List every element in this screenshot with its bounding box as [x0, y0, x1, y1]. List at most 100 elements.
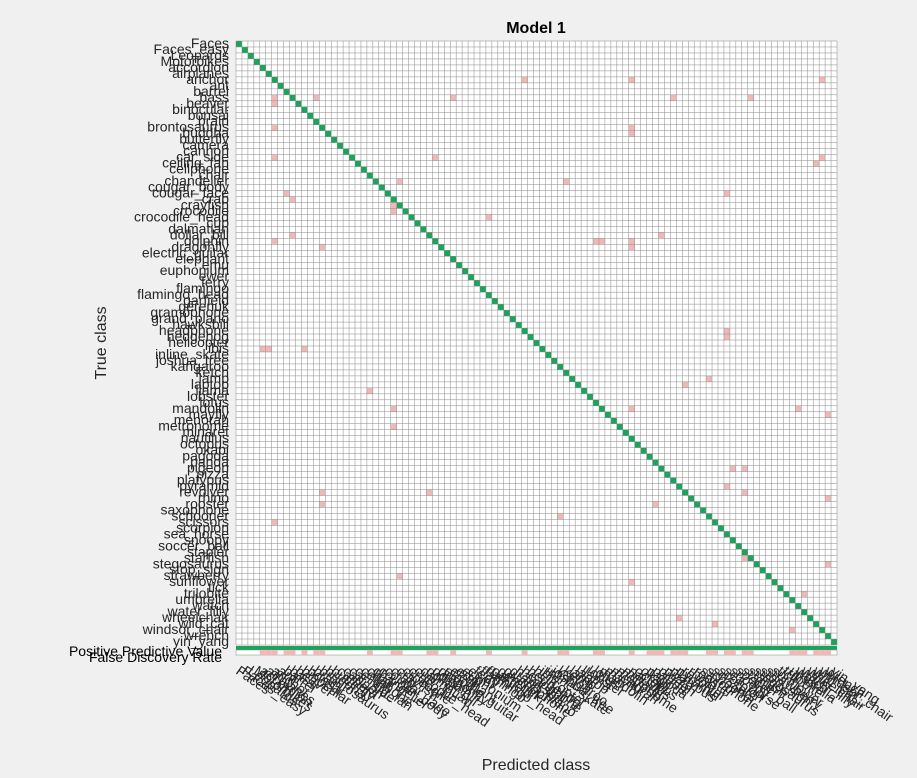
- row-label-minaret: minaret: [182, 424, 229, 440]
- chart-title: Model 1: [506, 20, 566, 37]
- diagonal-cell-binocular: [301, 106, 308, 113]
- row-label-mandolin: mandolin: [172, 400, 229, 416]
- diagonal-cell-chair: [366, 172, 373, 179]
- diagonal-cell-garfield: [491, 298, 498, 305]
- diagonal-cell-emu: [456, 262, 463, 269]
- diagonal-cell-ketch: [563, 369, 570, 376]
- diagonal-cell-sea_horse: [723, 531, 730, 538]
- diagonal-cell-crayfish: [396, 202, 403, 209]
- error-cell-brontosaurus-as-nautilus: [628, 124, 635, 131]
- row-label-brontosaurus: brontosaurus: [147, 119, 229, 135]
- row-label-lamp: lamp: [199, 370, 230, 386]
- error-cell-anchor-as-windsor_chair: [819, 76, 826, 83]
- row-label-Faces_easy: Faces_easy: [154, 41, 229, 57]
- error-cell-stegosaurus-as-wrench: [825, 561, 832, 568]
- diagonal-cell-scorpion: [717, 525, 724, 532]
- diagonal-cell-rooster: [694, 501, 701, 508]
- row-label-metronome: metronome: [158, 418, 229, 434]
- diagonal-cell-Leopards: [247, 52, 254, 59]
- diagonal-cell-cellphone: [360, 166, 367, 173]
- error-cell-bass-as-elephant: [450, 94, 457, 101]
- row-label-Faces: Faces: [191, 35, 229, 51]
- row-label-hedgehog: hedgehog: [167, 328, 229, 344]
- row-label-dalmatian: dalmatian: [168, 220, 229, 236]
- row-label-chair: chair: [199, 167, 230, 183]
- error-cell-crayfish-as-crab: [390, 202, 397, 209]
- fdr-cell-water_lilly: [801, 650, 808, 655]
- row-label-laptop: laptop: [191, 376, 229, 392]
- row-label-pagoda: pagoda: [182, 448, 229, 464]
- row-label-rooster: rooster: [185, 495, 229, 511]
- fdr-cell-scissors: [712, 650, 718, 655]
- fdr-cell-brain: [313, 650, 320, 655]
- fdr-cell-elephant: [450, 650, 457, 655]
- row-label-wild_cat: wild_cat: [177, 615, 229, 631]
- row-label-emu: emu: [202, 256, 229, 272]
- error-cell-rhino-as-wrench: [825, 495, 832, 502]
- diagonal-cell-stop_sign: [759, 567, 766, 574]
- row-label-bass: bass: [199, 89, 229, 105]
- diagonal-cell-crocodile: [402, 208, 409, 215]
- row-label-umbrella: umbrella: [175, 591, 229, 607]
- error-cell-car_side-as-anchor: [271, 154, 278, 161]
- diagonal-cell-butterfly: [331, 136, 338, 143]
- error-cell-revolver-as-stapler: [741, 489, 748, 496]
- row-label-Motorbikes: Motorbikes: [161, 53, 229, 69]
- fdr-cell-stapler: [741, 650, 748, 655]
- row-label-car_side: car_side: [176, 149, 229, 165]
- error-cell-dragonfly-as-nautilus: [628, 244, 635, 251]
- diagonal-cell-okapi: [640, 447, 647, 454]
- diagonal-cell-ibis: [539, 345, 546, 352]
- column-tick-labels: FacesFaces_easyLeopardsMotorbikesaccordi…: [233, 662, 896, 730]
- fdr-cell-brontosaurus: [319, 650, 326, 655]
- diagonal-cell-scissors: [712, 519, 718, 526]
- diagonal-cell-brontosaurus: [319, 124, 326, 131]
- error-cell-car_side-as-dolphin: [432, 154, 439, 161]
- fdr-cell-mandolin: [598, 650, 605, 655]
- diagonal-cell-ceiling_fan: [355, 160, 361, 167]
- diagonal-cell-mandolin: [598, 405, 605, 412]
- diagonal-cell-rhino: [688, 495, 695, 502]
- fdr-cell-sea_horse: [723, 650, 730, 655]
- diagonal-cell-hedgehog: [527, 334, 534, 341]
- diagonal-cell-barrel: [283, 88, 290, 95]
- diagonal-cell-joshua_tree: [551, 357, 558, 364]
- row-label-dollar_bill: dollar_bill: [170, 226, 229, 242]
- diagonal-cell-crab: [390, 196, 397, 203]
- error-cell-lamp-as-schooner: [706, 375, 713, 382]
- row-label-sunflower: sunflower: [169, 573, 229, 589]
- diagonal-cell-laptop: [575, 381, 582, 388]
- diagonal-cell-wild_cat: [813, 621, 820, 628]
- fdr-row: [235, 649, 838, 656]
- error-cell-crab-as-bass: [289, 196, 296, 203]
- fdr-cell-pyramid: [676, 650, 683, 655]
- diagonal-cell-cup: [414, 220, 421, 227]
- diagonal-cell-panda: [652, 459, 659, 466]
- error-cell-rooster-as-panda: [652, 501, 659, 508]
- row-label-binocular: binocular: [172, 101, 229, 117]
- diagonal-cell-Faces_easy: [241, 46, 248, 53]
- diagonal-cell-Motorbikes: [253, 58, 260, 65]
- row-label-ceiling_fan: ceiling_fan: [162, 155, 229, 171]
- diagonal-cell-electric_guitar: [444, 250, 451, 257]
- row-label-grand_piano: grand_piano: [151, 310, 229, 326]
- diagonal-cell-buddha: [325, 130, 332, 137]
- row-label-crocodile_head: crocodile_head: [134, 208, 229, 224]
- diagonal-cell-lamp: [569, 375, 576, 382]
- diagonal-cell-cannon: [343, 148, 350, 155]
- row-label-mayfly: mayfly: [189, 406, 229, 422]
- error-cell-pyramid-as-sea_horse: [723, 483, 730, 490]
- diagonal-cell-snoopy: [729, 537, 736, 544]
- diagonal-cell-stegosaurus: [753, 561, 760, 568]
- row-label-yin_yang: yin_yang: [173, 633, 229, 649]
- diagonal-cell-flamingo_head: [485, 292, 492, 299]
- error-cell-ibis-as-binocular: [301, 345, 308, 352]
- row-label-trilobite: trilobite: [184, 585, 229, 601]
- error-cell-sunflower-as-nautilus: [628, 579, 635, 586]
- error-cell-metronome-as-crab: [390, 423, 397, 430]
- fdr-cell-dolphin: [432, 650, 439, 655]
- diagonal-cell-sunflower: [771, 579, 778, 586]
- row-label-soccer_ball: soccer_ball: [158, 537, 229, 553]
- fdr-cell-binocular: [301, 650, 308, 655]
